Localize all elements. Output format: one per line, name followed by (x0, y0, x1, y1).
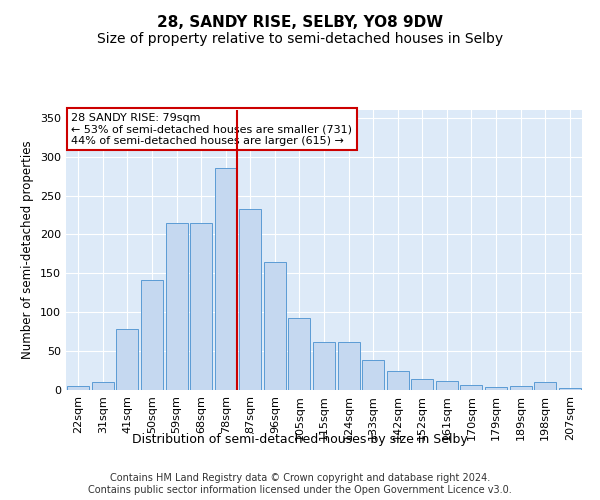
Y-axis label: Number of semi-detached properties: Number of semi-detached properties (22, 140, 34, 360)
Bar (215, 168, 237, 390)
Text: 28, SANDY RISE, SELBY, YO8 9DW: 28, SANDY RISE, SELBY, YO8 9DW (157, 15, 443, 30)
Bar (485, 387, 507, 390)
Bar (362, 360, 384, 390)
Bar (166, 223, 188, 390)
Bar (386, 370, 409, 390)
Bar (289, 318, 310, 390)
Bar (559, 388, 581, 390)
Bar (67, 386, 89, 390)
Text: 28 SANDY RISE: 79sqm
← 53% of semi-detached houses are smaller (731)
44% of semi: 28 SANDY RISE: 79sqm ← 53% of semi-detac… (71, 113, 352, 146)
Text: Contains HM Land Registry data © Crown copyright and database right 2024.
Contai: Contains HM Land Registry data © Crown c… (88, 474, 512, 495)
Bar (190, 223, 212, 390)
Bar (411, 379, 433, 390)
Bar (116, 330, 139, 390)
Bar (239, 209, 262, 390)
Bar (264, 262, 286, 390)
Bar (534, 382, 556, 390)
Bar (460, 384, 482, 390)
Bar (509, 386, 532, 390)
Bar (338, 342, 359, 390)
Bar (313, 342, 335, 390)
Text: Size of property relative to semi-detached houses in Selby: Size of property relative to semi-detach… (97, 32, 503, 46)
Bar (436, 382, 458, 390)
Bar (141, 280, 163, 390)
Bar (92, 382, 114, 390)
Text: Distribution of semi-detached houses by size in Selby: Distribution of semi-detached houses by … (132, 432, 468, 446)
